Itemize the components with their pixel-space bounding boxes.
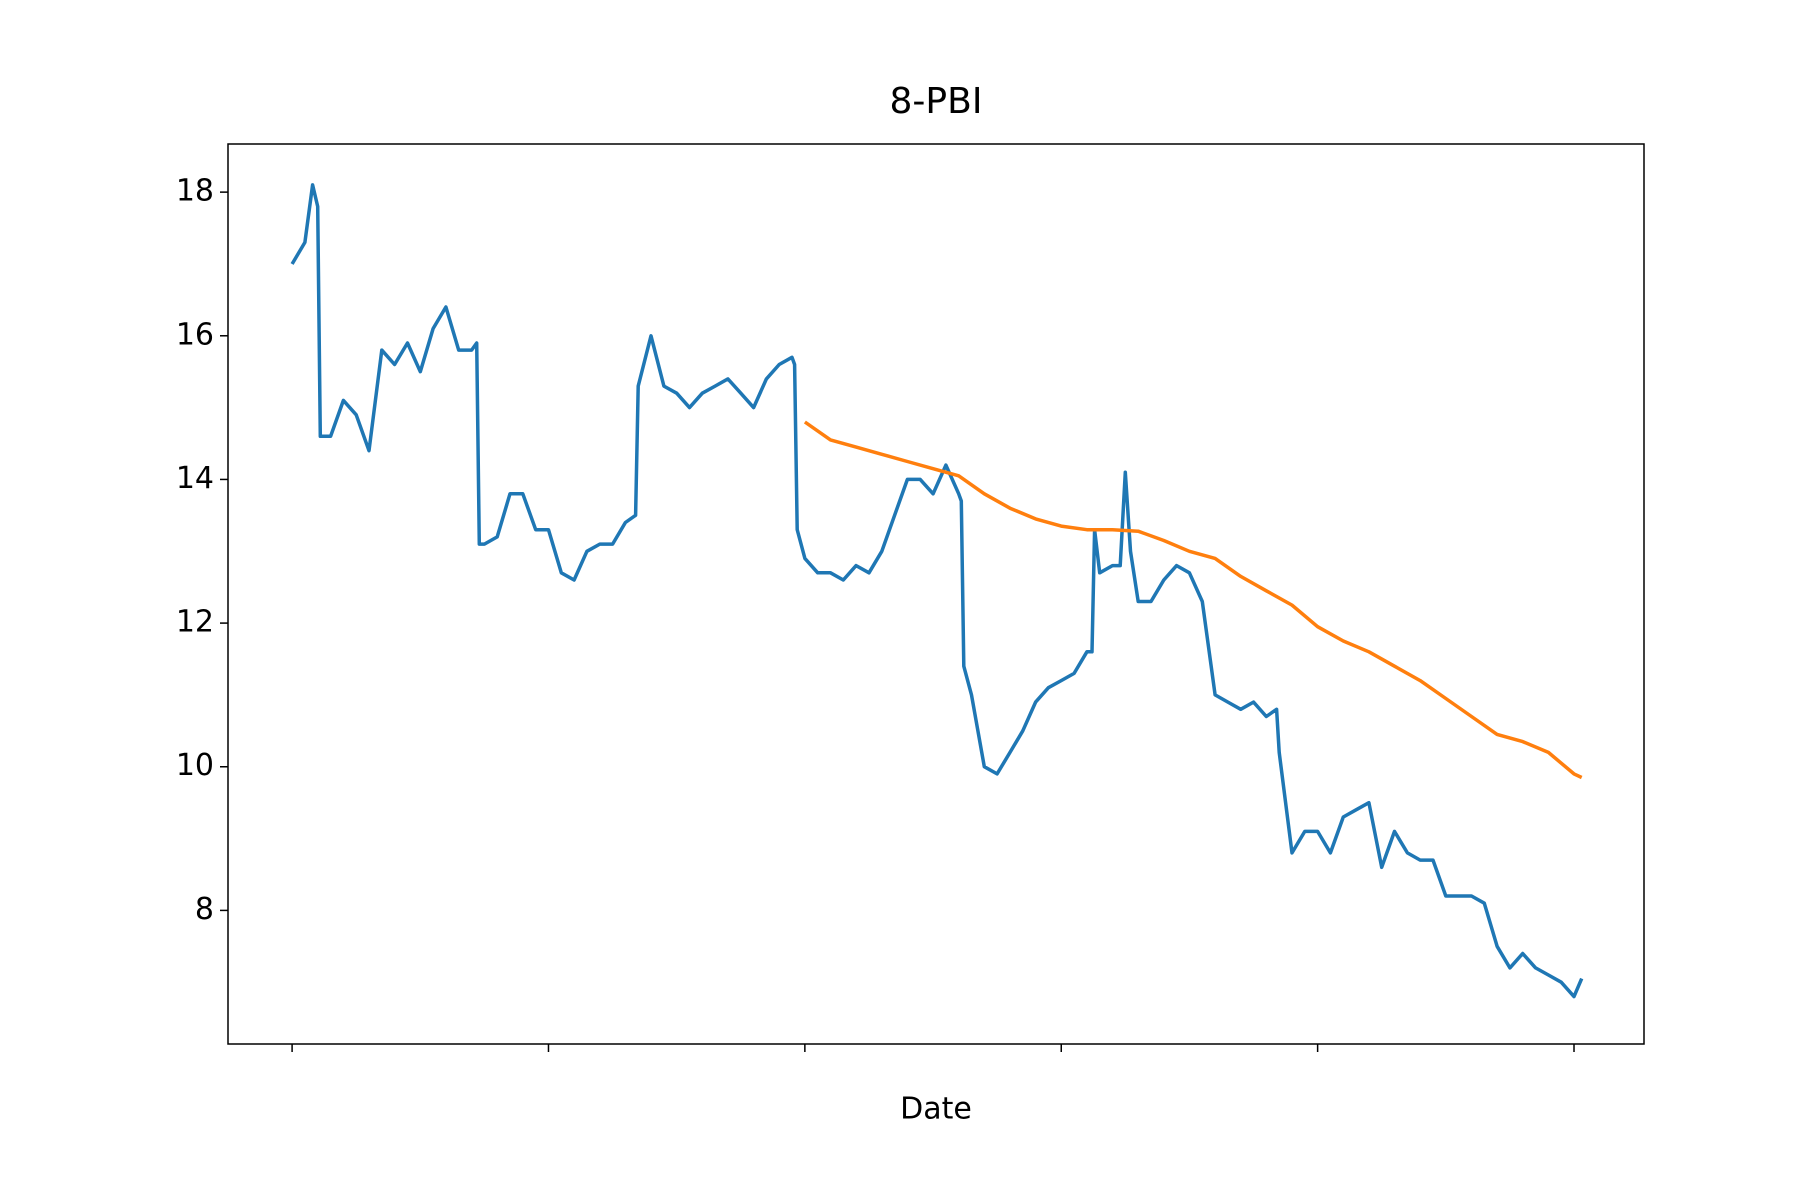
chart-title: 8-PBI <box>890 81 983 122</box>
y-tick-label: 10 <box>176 748 214 783</box>
x-axis-label: Date <box>900 1092 972 1127</box>
y-tick-label: 16 <box>176 317 214 352</box>
y-tick-label: 8 <box>195 892 214 927</box>
y-tick-label: 14 <box>176 461 214 496</box>
data-line <box>803 420 1583 780</box>
y-tick-label: 18 <box>176 174 214 209</box>
y-tick-label: 12 <box>176 605 214 640</box>
plot-frame <box>227 143 1645 1045</box>
data-line <box>290 183 1584 999</box>
